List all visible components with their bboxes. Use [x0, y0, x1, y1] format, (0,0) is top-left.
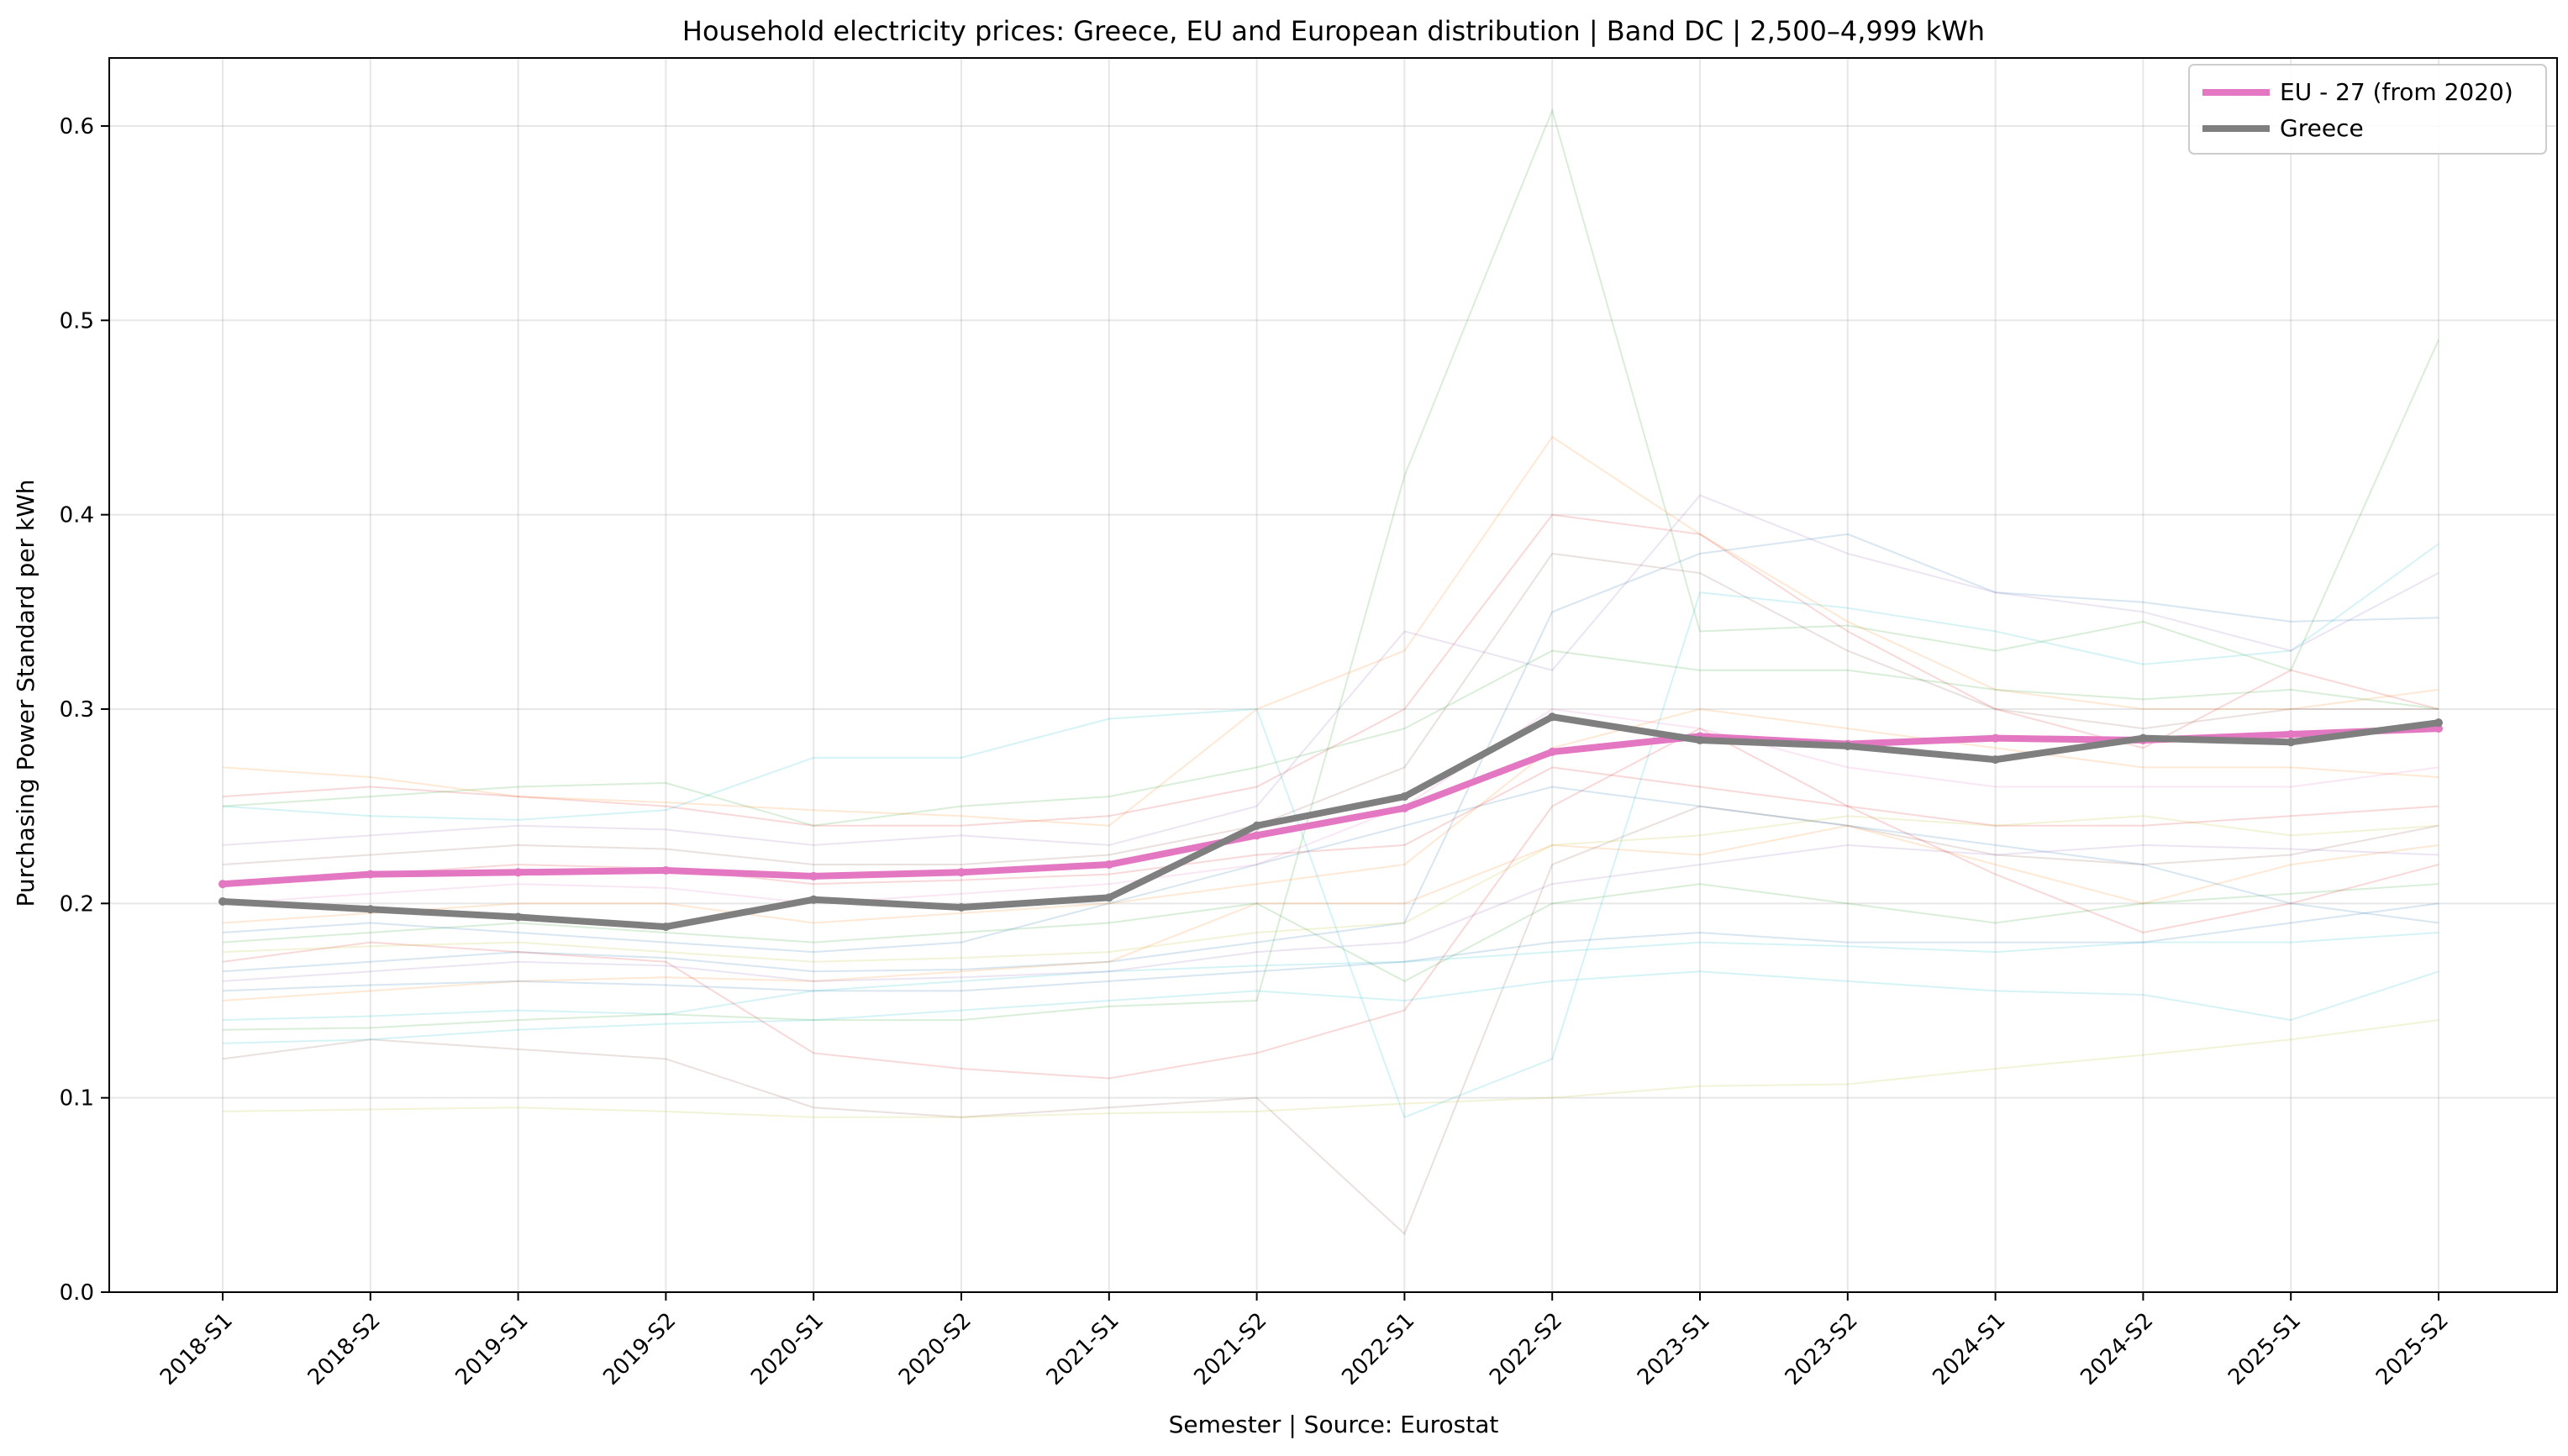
- data-point: [1548, 712, 1557, 722]
- data-point: [1843, 741, 1852, 750]
- x-tick-label: 2022-S1: [1337, 1308, 1419, 1390]
- distribution-line: [222, 513, 2439, 827]
- y-tick-label: 0.2: [60, 891, 94, 917]
- distribution-line: [222, 552, 2439, 866]
- y-tick-label: 0.0: [60, 1280, 94, 1306]
- x-axis-label: Semester | Source: Eurostat: [1169, 1411, 1499, 1438]
- data-point: [1400, 803, 1409, 812]
- x-tick-label: 2024-S1: [1929, 1308, 2011, 1390]
- y-tick-label: 0.1: [60, 1086, 94, 1112]
- x-tick-label: 2022-S2: [1485, 1308, 1567, 1390]
- data-point: [2434, 724, 2443, 733]
- distribution-line: [222, 435, 2439, 827]
- distribution-line: [222, 766, 2439, 886]
- data-point: [1252, 831, 1261, 840]
- distribution-line: [222, 902, 2439, 992]
- data-point: [1104, 860, 1113, 870]
- data-point: [513, 868, 523, 877]
- data-point: [1252, 821, 1261, 830]
- data-point: [957, 902, 966, 912]
- y-axis-label: Purchasing Power Standard per kWh: [12, 479, 39, 907]
- distribution-line: [222, 932, 2439, 1022]
- data-point: [366, 870, 375, 879]
- x-tick-label: 2023-S1: [1633, 1308, 1715, 1390]
- series-line: [222, 725, 2439, 888]
- legend: EU - 27 (from 2020) Greece: [2188, 64, 2547, 155]
- legend-box: [2188, 64, 2547, 155]
- y-tick-label: 0.5: [60, 308, 94, 334]
- x-tick-label: 2019-S2: [598, 1308, 681, 1390]
- x-tick-label: 2024-S2: [2076, 1308, 2158, 1390]
- highlighted-series: [218, 712, 2443, 932]
- distribution-line: [222, 707, 2439, 924]
- data-point: [2286, 730, 2296, 739]
- plot-area-frame: [108, 57, 2558, 1293]
- distribution-line: [222, 494, 2439, 846]
- distribution-line: [222, 970, 2439, 1044]
- data-point: [1696, 735, 1704, 744]
- distribution-line: [222, 649, 2439, 827]
- data-point: [218, 880, 227, 889]
- distribution-line: [222, 883, 2439, 982]
- data-point: [2286, 738, 2296, 747]
- data-point: [1991, 755, 2000, 765]
- data-point: [218, 897, 227, 907]
- data-point: [1548, 747, 1557, 756]
- x-tick-label: 2020-S2: [894, 1308, 976, 1390]
- distribution-line: [222, 108, 2439, 1031]
- x-tick-label: 2021-S1: [1042, 1308, 1124, 1390]
- series-line: [222, 713, 2439, 931]
- data-point: [1991, 733, 2000, 743]
- legend-label-greece: Greece: [2280, 114, 2364, 142]
- chart-title: Household electricity prices: Greece, EU…: [682, 15, 1985, 47]
- distribution-line: [222, 707, 2439, 905]
- x-tick-label: 2018-S2: [303, 1308, 386, 1390]
- data-point: [661, 922, 671, 932]
- distribution-line: [222, 805, 2439, 1236]
- x-tick-label: 2025-S2: [2371, 1308, 2454, 1390]
- y-tick-label: 0.4: [60, 503, 94, 528]
- distribution-line: [222, 533, 2439, 973]
- data-point: [2139, 733, 2148, 743]
- x-tick-label: 2018-S1: [155, 1308, 238, 1390]
- background-distribution-lines: [222, 108, 2439, 1236]
- distribution-line: [222, 786, 2439, 954]
- data-point: [661, 865, 671, 875]
- data-point: [1104, 893, 1113, 902]
- distribution-line: [222, 1019, 2439, 1118]
- data-point: [2434, 718, 2443, 728]
- distribution-line: [222, 815, 2439, 963]
- data-point: [809, 895, 818, 904]
- legend-marker-eu: [2233, 89, 2239, 96]
- legend-marker-greece: [2233, 125, 2239, 132]
- data-point: [957, 868, 966, 877]
- x-tick-label: 2021-S2: [1190, 1308, 1272, 1390]
- y-tick-label: 0.3: [60, 697, 94, 723]
- distribution-line: [222, 543, 2439, 1119]
- data-point: [366, 905, 375, 914]
- data-point: [809, 871, 818, 880]
- distribution-line: [222, 844, 2439, 982]
- x-tick-label: 2019-S1: [451, 1308, 534, 1390]
- distribution-line: [222, 824, 2439, 1001]
- y-tick-label: 0.6: [60, 114, 94, 139]
- x-tick-label: 2025-S1: [2223, 1308, 2306, 1390]
- x-tick-label: 2020-S1: [746, 1308, 829, 1390]
- data-point: [513, 912, 523, 922]
- x-tick-label: 2023-S2: [1781, 1308, 1863, 1390]
- data-point: [1400, 792, 1409, 802]
- distribution-line: [222, 727, 2439, 1080]
- legend-label-eu: EU - 27 (from 2020): [2280, 78, 2513, 106]
